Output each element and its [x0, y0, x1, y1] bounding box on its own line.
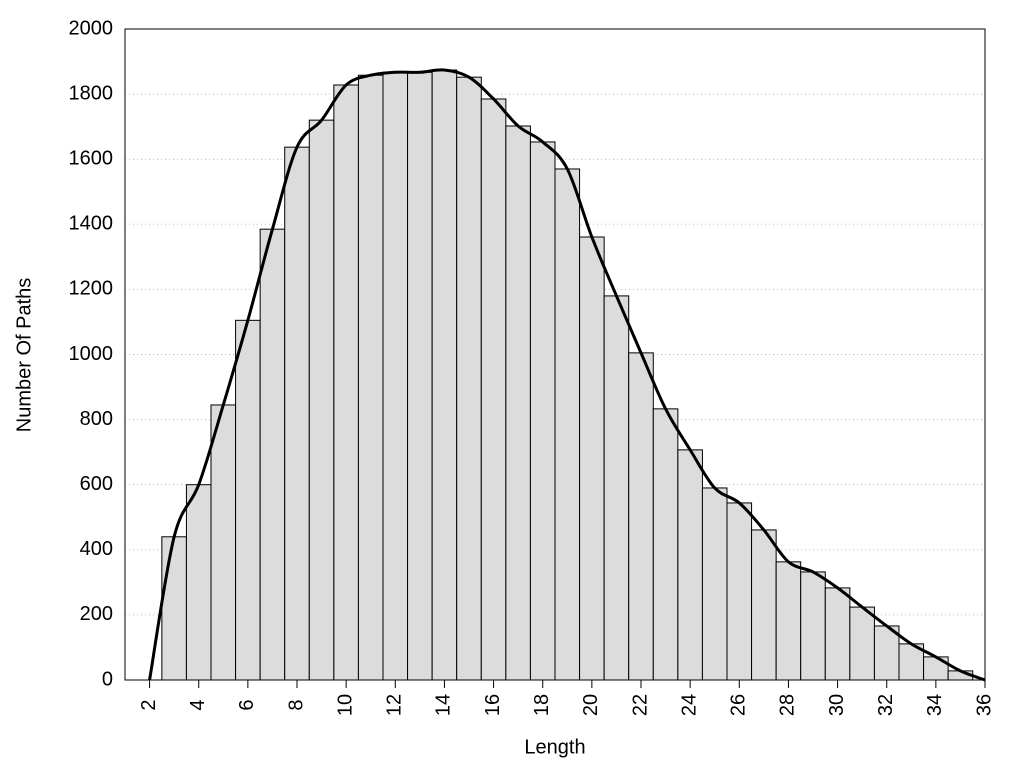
bar — [161, 536, 187, 681]
y-tick-label: 200 — [80, 603, 113, 625]
bar — [357, 74, 384, 681]
x-tick-label: 16 — [482, 694, 504, 716]
line — [148, 68, 986, 682]
x-tick-label: 26 — [728, 694, 750, 716]
bar — [431, 69, 458, 681]
bar — [333, 84, 359, 681]
x-tick-label: 30 — [826, 694, 848, 716]
bar — [505, 125, 531, 681]
bar — [579, 236, 605, 681]
x-tick-label: 4 — [187, 699, 209, 710]
x-tick-label: 14 — [433, 694, 455, 716]
bar — [235, 319, 261, 681]
x-tick-label: 24 — [678, 694, 700, 716]
bar — [259, 228, 286, 681]
y-tick-label: 1600 — [69, 147, 114, 169]
bar — [210, 404, 237, 681]
bar — [407, 71, 433, 681]
y-tick-label: 2000 — [69, 17, 114, 39]
bar — [308, 119, 335, 681]
y-axis-label: Number Of Paths — [13, 278, 35, 433]
bar — [751, 529, 777, 681]
bar — [185, 484, 212, 681]
bar — [849, 606, 875, 681]
bar — [726, 502, 753, 681]
y-tick-label: 1000 — [69, 343, 114, 365]
x-tick-label: 28 — [777, 694, 799, 716]
plot-frame — [124, 28, 986, 681]
x-axis-label: Length — [524, 736, 585, 758]
x-tick-label: 2 — [138, 699, 160, 710]
bar — [284, 146, 310, 681]
bar — [824, 587, 851, 681]
bar — [873, 625, 900, 681]
x-tick-label: 8 — [285, 699, 307, 710]
x-tick-label: 32 — [875, 694, 897, 716]
bar — [554, 168, 581, 681]
y-tick-label: 0 — [102, 668, 113, 690]
x-tick-label: 36 — [973, 694, 995, 716]
bar — [456, 76, 482, 681]
x-tick-label: 18 — [531, 694, 553, 716]
bar — [529, 141, 556, 681]
y-tick-label: 600 — [80, 473, 113, 495]
x-tick-label: 6 — [236, 699, 258, 710]
bar — [677, 449, 703, 681]
bar — [628, 352, 654, 681]
x-tick-label: 22 — [629, 694, 651, 716]
bar — [480, 98, 507, 681]
bar — [701, 487, 728, 681]
y-tick-label: 1200 — [69, 278, 114, 300]
y-tick-label: 400 — [80, 538, 113, 560]
x-tick-label: 12 — [384, 694, 406, 716]
x-tick-label: 34 — [924, 694, 946, 716]
x-tick-label: 20 — [580, 694, 602, 716]
y-tick-label: 1800 — [69, 82, 114, 104]
bar — [382, 71, 409, 681]
bar — [652, 408, 679, 681]
bar — [603, 295, 630, 681]
bar — [775, 561, 802, 681]
x-tick-label: 10 — [334, 694, 356, 716]
y-tick-label: 800 — [80, 408, 113, 430]
y-tick-label: 1400 — [69, 213, 114, 235]
bar — [800, 571, 826, 681]
